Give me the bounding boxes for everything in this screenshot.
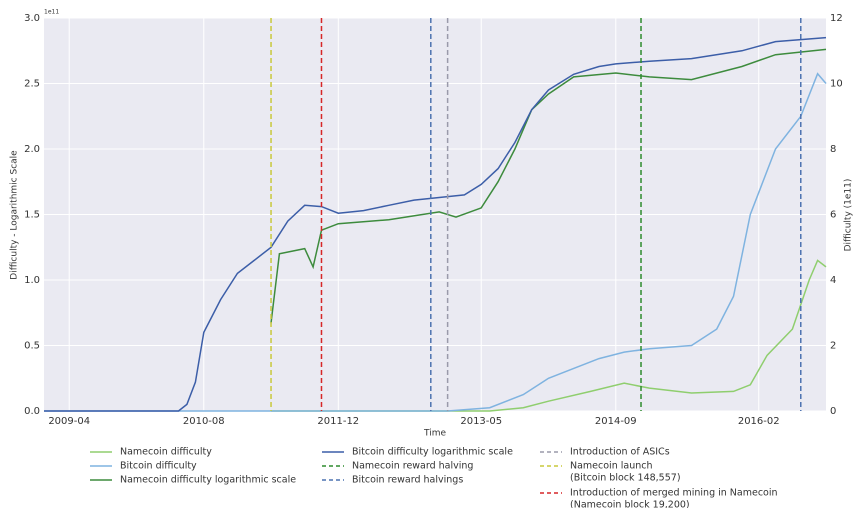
legend-label: Namecoin difficulty logarithmic scale bbox=[120, 475, 296, 486]
y-tick-label: 3.0 bbox=[24, 13, 40, 24]
legend-label: Namecoin difficulty bbox=[120, 447, 212, 458]
legend-label: (Bitcoin block 148,557) bbox=[570, 473, 681, 484]
series-line bbox=[44, 36, 827, 412]
y-label: Difficulty - Logarithmic Scale bbox=[10, 150, 20, 280]
y2-tick-label: 0 bbox=[830, 406, 836, 417]
x-tick-label: 2016-02 bbox=[738, 416, 780, 427]
y-tick-label: 1.0 bbox=[24, 275, 40, 286]
legend-label: Bitcoin reward halvings bbox=[352, 475, 463, 486]
series-line bbox=[271, 259, 827, 412]
y2-tick-label: 6 bbox=[830, 210, 836, 221]
x-label: Time bbox=[423, 429, 446, 439]
y2-tick-label: 4 bbox=[830, 275, 836, 286]
y2-tick-label: 8 bbox=[830, 144, 836, 155]
legend-label: Namecoin launch bbox=[570, 461, 653, 472]
x-tick-label: 2011-12 bbox=[317, 416, 359, 427]
x-tick-label: 2010-08 bbox=[183, 416, 225, 427]
y-tick-label: 2.0 bbox=[24, 144, 40, 155]
x-tick-label: 2009-04 bbox=[48, 416, 90, 427]
y-offset: 1e11 bbox=[44, 9, 59, 16]
x-tick-label: 2014-09 bbox=[595, 416, 637, 427]
series-line bbox=[270, 48, 827, 324]
legend-label: Namecoin reward halving bbox=[352, 461, 473, 472]
y2-label: Difficulty (1e11) bbox=[844, 179, 854, 252]
y-tick-label: 2.5 bbox=[24, 79, 40, 90]
legend-label: Introduction of merged mining in Namecoi… bbox=[570, 488, 778, 499]
y-tick-label: 0.0 bbox=[24, 406, 40, 417]
legend-label: Bitcoin difficulty bbox=[120, 461, 197, 472]
series-line bbox=[44, 72, 827, 412]
legend-label: (Namecoin block 19,200) bbox=[570, 500, 690, 509]
y2-tick-label: 12 bbox=[830, 13, 843, 24]
y2-tick-label: 2 bbox=[830, 341, 836, 352]
legend-label: Bitcoin difficulty logarithmic scale bbox=[352, 447, 513, 458]
y-tick-label: 1.5 bbox=[24, 210, 40, 221]
legend-label: Introduction of ASICs bbox=[570, 447, 670, 458]
y2-tick-label: 10 bbox=[830, 79, 843, 90]
y-tick-label: 0.5 bbox=[24, 341, 40, 352]
x-tick-label: 2013-05 bbox=[460, 416, 502, 427]
